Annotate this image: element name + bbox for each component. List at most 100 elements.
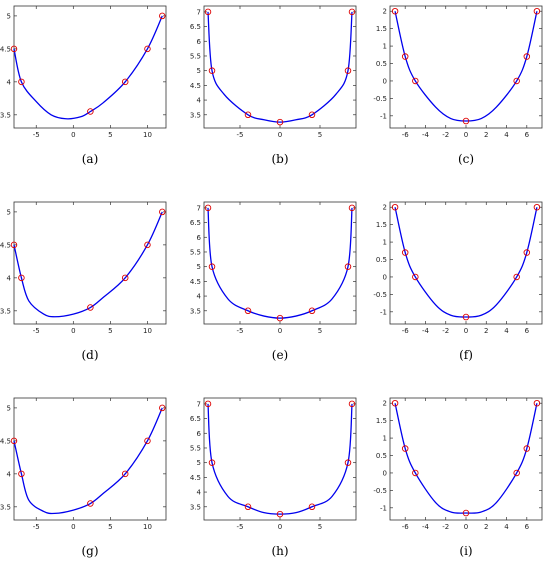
fit-curve (207, 11, 353, 123)
y-tick-label: 7 (197, 400, 201, 408)
subplot-b: -5 0 5 3.5 4 4.5 5 5.5 6 6.5 7 (b) (190, 5, 357, 166)
x-tick-label: 2 (484, 131, 488, 139)
data-point-marker (533, 399, 541, 407)
subplot-e: -5 0 5 3.5 4 4.5 5 5.5 6 6.5 7 (e) (190, 201, 357, 362)
data-point-marker (144, 45, 151, 53)
data-point-marker (208, 459, 216, 466)
y-tick-label: 4.5 (190, 474, 201, 482)
axes-frame (13, 5, 167, 129)
x-tick-label: -2 (442, 327, 449, 335)
subplot-caption: (i) (459, 544, 472, 558)
y-tick-label: -1 (380, 112, 387, 120)
fit-curve (394, 403, 538, 514)
axes-frame (203, 397, 357, 521)
data-point-marker (513, 469, 520, 477)
y-tick-label: 7 (197, 8, 201, 16)
y-tick-label: 4 (197, 293, 202, 301)
x-tick-label: 0 (278, 523, 282, 531)
y-tick-label: -0.5 (373, 95, 387, 103)
axes-frame (389, 201, 543, 325)
y-tick-label: 1.5 (376, 417, 387, 425)
fit-curve (394, 11, 538, 122)
data-point-marker (462, 117, 470, 125)
subplot-caption: (d) (81, 348, 98, 362)
data-point-marker (208, 67, 216, 74)
y-tick-label: 5 (197, 67, 201, 75)
y-tick-label: 5 (7, 208, 11, 216)
data-point-marker (159, 404, 166, 412)
y-tick-label: -0.5 (373, 291, 387, 299)
data-point-marker (401, 249, 409, 256)
data-point-marker (308, 307, 316, 315)
data-point-marker (10, 241, 18, 249)
y-tick-label: 6 (197, 38, 202, 46)
axes-frame (13, 397, 167, 521)
x-tick-label: 0 (278, 327, 282, 335)
y-tick-label: 4 (197, 489, 202, 497)
fit-curve (207, 403, 353, 515)
x-tick-label: 0 (464, 131, 468, 139)
x-tick-label: 4 (504, 523, 509, 531)
data-point-marker (208, 263, 216, 270)
data-point-marker (87, 108, 94, 115)
y-tick-label: 5 (197, 263, 201, 271)
y-tick-label: 3.5 (190, 111, 201, 119)
x-tick-label: -2 (442, 523, 449, 531)
x-tick-label: 5 (318, 131, 322, 139)
y-tick-label: 4.5 (190, 278, 201, 286)
data-point-marker (533, 203, 541, 211)
x-tick-label: 0 (71, 327, 75, 335)
x-tick-label: -5 (237, 131, 244, 139)
data-point-marker (412, 77, 419, 85)
data-point-marker (159, 12, 166, 20)
x-tick-label: 5 (108, 523, 112, 531)
y-tick-label: 5.5 (190, 248, 201, 256)
y-tick-label: 3.5 (190, 307, 201, 315)
x-tick-label: -6 (402, 523, 410, 531)
data-point-marker (401, 53, 409, 60)
subplot-caption: (g) (81, 544, 98, 558)
x-tick-label: 6 (525, 131, 530, 139)
data-point-marker (412, 469, 419, 477)
data-point-marker (144, 437, 151, 445)
y-tick-label: 4.5 (0, 437, 11, 445)
x-tick-label: -2 (442, 131, 449, 139)
y-tick-label: 7 (197, 204, 201, 212)
x-tick-label: 0 (71, 523, 75, 531)
y-tick-label: 0 (383, 273, 387, 281)
x-tick-label: 4 (504, 131, 509, 139)
subplot-caption: (a) (82, 152, 99, 166)
y-tick-label: -1 (380, 308, 387, 316)
data-point-marker (523, 445, 531, 452)
data-point-marker (244, 307, 252, 315)
x-tick-label: -5 (237, 327, 244, 335)
data-point-marker (412, 273, 419, 281)
y-tick-label: 5 (7, 12, 11, 20)
x-tick-label: 10 (143, 327, 152, 335)
data-point-marker (87, 500, 94, 507)
fit-curve (13, 15, 163, 120)
x-tick-label: -5 (33, 523, 40, 531)
x-tick-label: 0 (278, 131, 282, 139)
x-tick-label: -5 (237, 523, 244, 531)
x-tick-label: 2 (484, 327, 488, 335)
y-tick-label: 6.5 (190, 415, 201, 423)
data-point-marker (121, 274, 129, 282)
x-tick-label: -4 (422, 523, 430, 531)
subplot-g: -5 0 5 10 3.5 4 4.5 5 (g) (0, 397, 167, 558)
x-tick-label: 5 (108, 327, 112, 335)
data-point-marker (513, 273, 520, 281)
data-point-marker (344, 459, 352, 466)
data-point-marker (276, 314, 284, 322)
data-point-marker (204, 204, 212, 212)
y-tick-label: 4.5 (190, 82, 201, 90)
data-point-marker (391, 7, 399, 15)
data-point-marker (344, 263, 352, 270)
x-tick-label: 5 (108, 131, 112, 139)
y-tick-label: 6 (197, 430, 202, 438)
x-tick-label: 5 (318, 327, 322, 335)
subplot-c: -6 -4 -2 0 2 4 6 -1 -0.5 0 0.5 1 1.5 2 (c) (373, 5, 543, 166)
data-point-marker (204, 400, 212, 408)
data-point-marker (276, 118, 284, 126)
